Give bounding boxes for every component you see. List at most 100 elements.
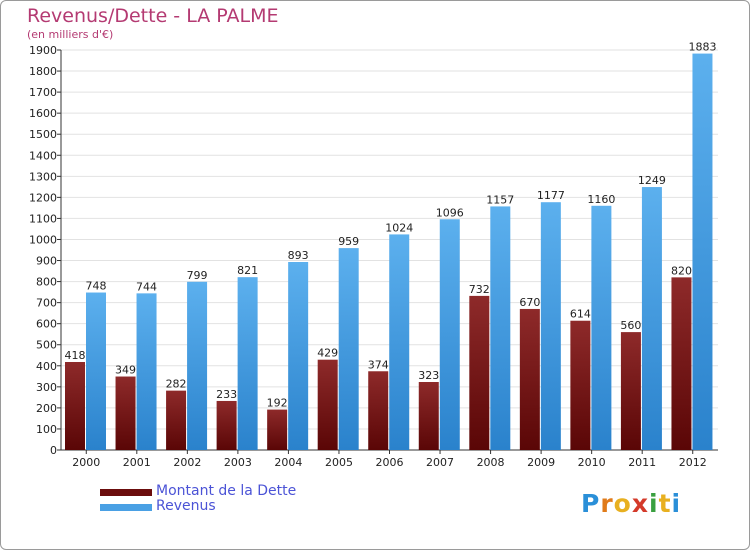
ytick-label-1700: 1700 [29, 86, 57, 99]
bar-revenus-2008 [490, 206, 511, 450]
bar-revenus-2006 [389, 234, 410, 450]
ytick-label-100: 100 [36, 423, 57, 436]
legend-swatch-revenus [100, 504, 152, 511]
value-label-revenus-2003: 821 [237, 264, 258, 277]
value-label-revenus-2012: 1883 [688, 41, 716, 54]
logo-letter: i [671, 489, 682, 518]
bar-revenus-2002 [187, 281, 208, 450]
bar-revenus-2004 [288, 262, 309, 450]
bar-debt-2001 [115, 376, 136, 450]
ytick-label-300: 300 [36, 381, 57, 394]
bar-debt-2005 [317, 359, 338, 450]
bar-revenus-2010 [591, 205, 612, 450]
logo-letter: x [631, 489, 649, 518]
value-label-revenus-2006: 1024 [385, 221, 413, 234]
ytick-label-1100: 1100 [29, 212, 57, 225]
ytick-label-1300: 1300 [29, 170, 57, 183]
bar-debt-2009 [519, 308, 540, 450]
ytick-label-700: 700 [36, 297, 57, 310]
value-label-debt-2007: 323 [418, 369, 439, 382]
y-axis-ticks: 0 100 200 300 400 500 600 700 800 900 1000 1100 1200… [29, 44, 61, 457]
legend-swatch-debt [100, 489, 152, 496]
ytick-label-1000: 1000 [29, 233, 57, 246]
chart-subtitle: (en milliers d'€) [27, 28, 114, 41]
bar-revenus-2003 [237, 277, 258, 450]
value-label-debt-2002: 282 [166, 378, 187, 391]
value-label-debt-2001: 349 [115, 364, 136, 377]
value-label-revenus-2000: 748 [86, 280, 107, 293]
value-label-debt-2005: 429 [317, 347, 338, 360]
xtick-label-2001: 2001 [123, 456, 151, 469]
bar-revenus-2001 [136, 293, 157, 450]
bar-revenus-2005 [338, 248, 359, 450]
xtick-label-2006: 2006 [376, 456, 404, 469]
bar-revenus-2007 [439, 219, 460, 450]
xtick-label-2005: 2005 [325, 456, 353, 469]
xtick-label-2012: 2012 [679, 456, 707, 469]
value-label-debt-2010: 614 [570, 308, 591, 321]
ytick-label-600: 600 [36, 318, 57, 331]
legend-label-debt: Montant de la Dette [156, 483, 297, 499]
xtick-label-2009: 2009 [527, 456, 555, 469]
bars [65, 53, 713, 451]
value-label-revenus-2009: 1177 [537, 189, 565, 202]
xtick-label-2003: 2003 [224, 456, 252, 469]
value-label-revenus-2005: 959 [338, 235, 359, 248]
bar-debt-2003 [216, 400, 237, 450]
value-label-revenus-2008: 1157 [486, 193, 514, 206]
value-label-revenus-2010: 1160 [587, 193, 615, 206]
xtick-label-2002: 2002 [173, 456, 201, 469]
value-label-revenus-2011: 1249 [638, 174, 666, 187]
xtick-label-2000: 2000 [72, 456, 100, 469]
value-label-debt-2011: 560 [620, 319, 641, 332]
bar-revenus-2000 [86, 292, 106, 450]
bar-debt-2006 [368, 371, 389, 450]
bar-debt-2011 [620, 332, 641, 450]
logo-letter: P [581, 489, 601, 518]
logo-letter: o [613, 489, 632, 518]
value-label-revenus-2004: 893 [288, 249, 309, 262]
proxiti-logo: Proxiti [581, 489, 681, 518]
bar-debt-2002 [166, 390, 187, 450]
logo-letter: r [600, 489, 614, 518]
bar-debt-2010 [570, 320, 591, 450]
ytick-label-400: 400 [36, 360, 57, 373]
xtick-label-2007: 2007 [426, 456, 454, 469]
bar-debt-2000 [65, 362, 85, 450]
ytick-label-800: 800 [36, 276, 57, 289]
xtick-label-2008: 2008 [477, 456, 505, 469]
bar-revenus-2012 [692, 53, 713, 450]
ytick-label-900: 900 [36, 255, 57, 268]
logo-letter: i [649, 489, 659, 518]
x-axis-ticks: 2000 2001 2002 2003 2004 2005 2006 2007 2008 2009… [72, 450, 707, 469]
chart-title: Revenus/Dette - LA PALME [27, 5, 279, 27]
bar-revenus-2011 [641, 187, 662, 451]
ytick-label-1500: 1500 [29, 128, 57, 141]
legend-label-revenus: Revenus [156, 498, 216, 514]
value-label-debt-2006: 374 [368, 358, 389, 371]
value-label-debt-2003: 233 [216, 388, 237, 401]
xtick-label-2010: 2010 [578, 456, 606, 469]
value-label-debt-2012: 820 [671, 264, 692, 277]
ytick-label-1900: 1900 [29, 44, 57, 57]
value-label-debt-2000: 418 [65, 349, 86, 362]
value-label-debt-2008: 732 [469, 283, 490, 296]
value-label-debt-2004: 192 [267, 397, 288, 410]
ytick-label-1200: 1200 [29, 191, 57, 204]
data-labels: 418 748 349 744 282 799 233 821 192 893 429 959 374 1… [65, 41, 717, 410]
ytick-label-500: 500 [36, 339, 57, 352]
bar-debt-2012 [671, 277, 692, 450]
bar-revenus-2009 [540, 202, 561, 450]
value-label-revenus-2007: 1096 [436, 206, 464, 219]
ytick-label-0: 0 [50, 444, 57, 457]
bar-debt-2007 [418, 382, 439, 450]
bar-debt-2008 [469, 295, 490, 450]
value-label-revenus-2001: 744 [136, 280, 157, 293]
ytick-label-1800: 1800 [29, 65, 57, 78]
bar-debt-2004 [267, 409, 288, 450]
ytick-label-1600: 1600 [29, 107, 57, 120]
xtick-label-2011: 2011 [628, 456, 656, 469]
xtick-label-2004: 2004 [274, 456, 302, 469]
ytick-label-200: 200 [36, 402, 57, 415]
